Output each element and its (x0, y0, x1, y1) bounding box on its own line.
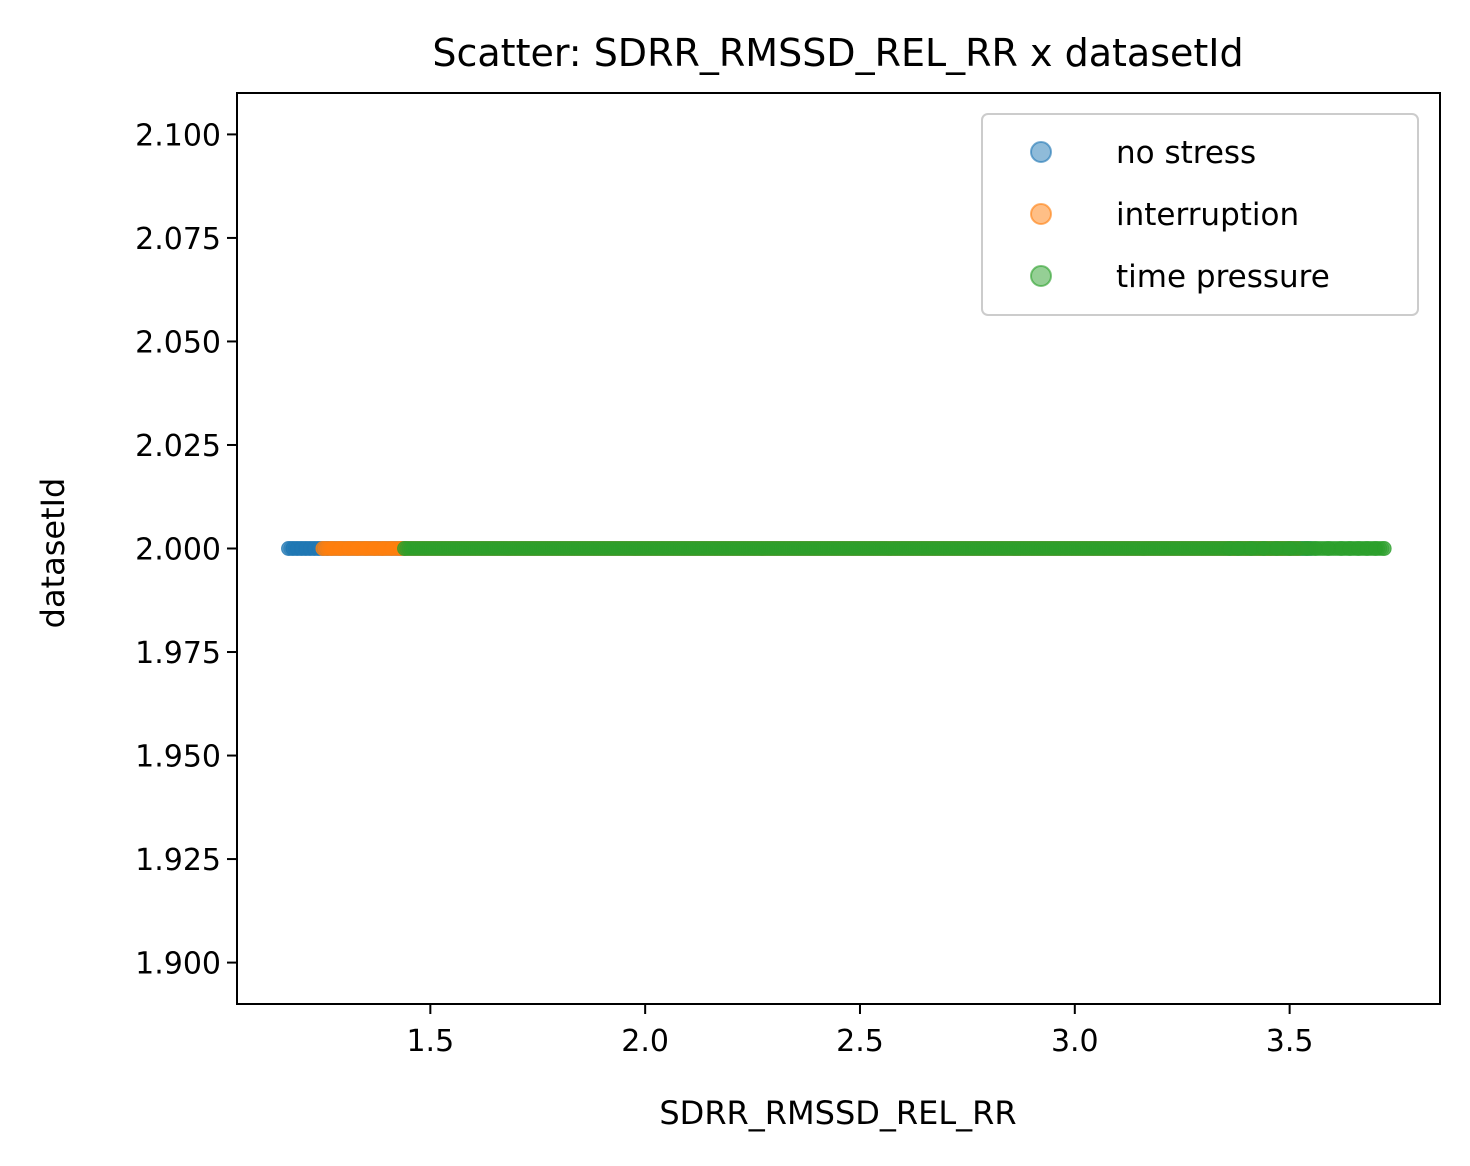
y-tick-label: 1.925 (135, 843, 221, 878)
x-tick-label: 3.0 (1051, 1024, 1099, 1059)
y-axis-label: datasetId (34, 478, 72, 629)
x-axis-label: SDRR_RMSSD_REL_RR (659, 1094, 1016, 1132)
scatter-point (397, 541, 413, 556)
series-time-pressure-points (397, 541, 1392, 556)
x-tick-label: 2.0 (621, 1024, 669, 1059)
chart-title: Scatter: SDRR_RMSSD_REL_RR x datasetId (432, 31, 1243, 75)
x-tick-label: 3.5 (1266, 1024, 1314, 1059)
y-tick-label: 2.025 (135, 429, 221, 464)
legend-marker (1030, 141, 1052, 163)
x-tick-label: 1.5 (406, 1024, 454, 1059)
legend-label: interruption (1116, 197, 1299, 233)
y-tick-label: 1.900 (135, 947, 221, 982)
x-axis: 1.5 2.0 2.5 3.0 3.5 (406, 1004, 1313, 1059)
scatter-point (1269, 541, 1285, 556)
y-tick-label: 1.975 (135, 636, 221, 671)
y-tick-label: 2.000 (135, 533, 221, 568)
y-tick-label: 2.050 (135, 325, 221, 360)
y-tick-label: 1.950 (135, 740, 221, 775)
data-points (281, 541, 1392, 556)
scatter-point (1256, 541, 1272, 556)
scatter-point (1320, 541, 1336, 556)
y-tick-label: 2.075 (135, 222, 221, 257)
scatter-point (1376, 541, 1392, 556)
y-tick-label: 2.100 (135, 118, 221, 153)
legend-marker (1030, 265, 1052, 287)
legend-marker (1030, 203, 1052, 225)
scatter-point (1307, 541, 1323, 556)
y-axis: 1.900 1.925 1.950 1.975 2.000 2.025 2.050 2.075… (135, 118, 237, 982)
legend: no stress interruption time pressure (981, 113, 1419, 316)
scatter-point (1282, 541, 1298, 556)
scatter-point (1243, 541, 1259, 556)
legend-box (981, 113, 1419, 316)
scatter-point (1230, 541, 1246, 556)
legend-label: no stress (1116, 135, 1256, 171)
x-tick-label: 2.5 (836, 1024, 884, 1059)
legend-label: time pressure (1116, 259, 1330, 295)
